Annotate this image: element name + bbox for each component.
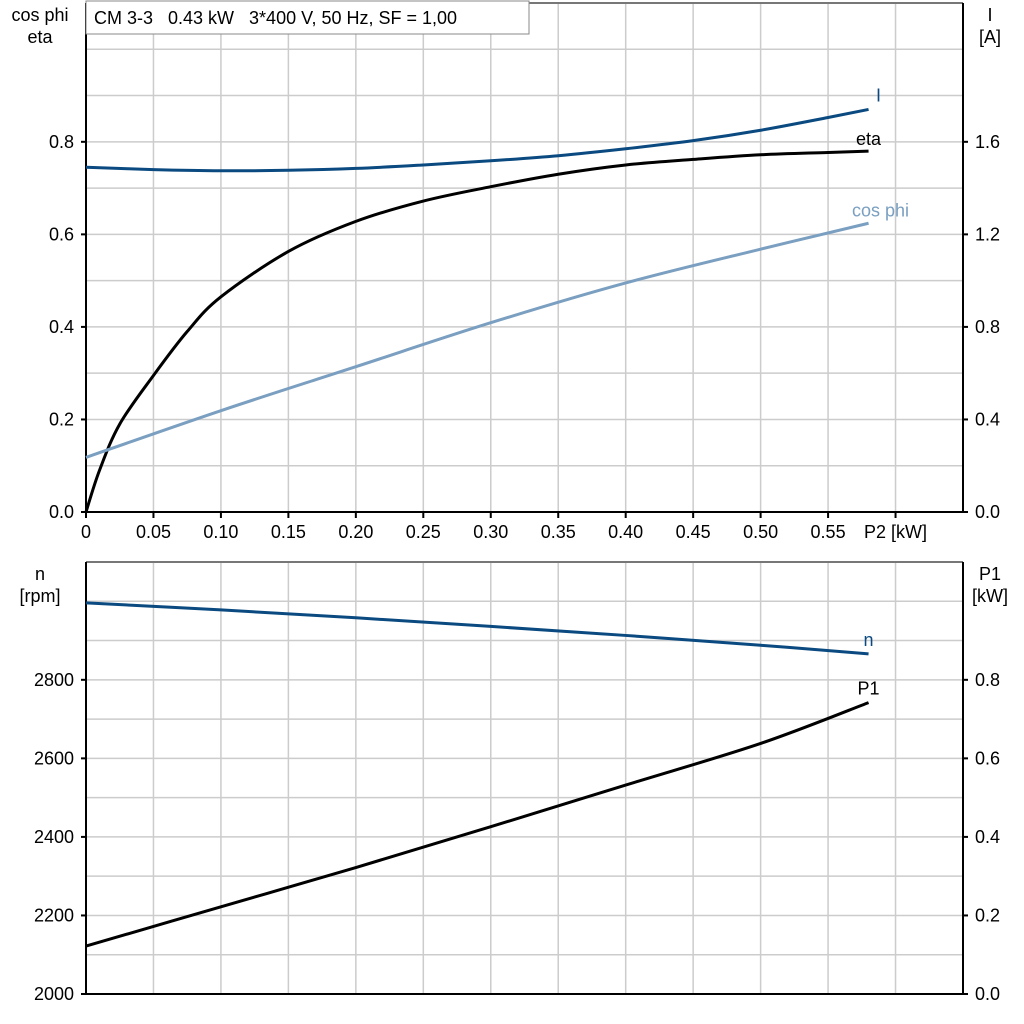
legend-box-text: CM 3-3 0.43 kW 3*400 V, 50 Hz, SF = 1,00 bbox=[94, 8, 457, 28]
y-left-tick-label: 2400 bbox=[34, 827, 74, 847]
legend-box-frame bbox=[85, 0, 530, 35]
y-right-tick-label: 0.6 bbox=[975, 748, 1000, 768]
legend-box: CM 3-3 0.43 kW 3*400 V, 50 Hz, SF = 1,00 bbox=[85, 0, 530, 35]
x-axis-label: P2 [kW] bbox=[864, 522, 927, 542]
y-left-tick-label: 0.2 bbox=[49, 409, 74, 429]
y-right-axis-label: P1 bbox=[979, 564, 1001, 584]
y-right-axis-label: I bbox=[987, 5, 992, 25]
y-right-axis-label: [A] bbox=[979, 27, 1001, 47]
y-right-tick-label: 0.4 bbox=[975, 409, 1000, 429]
series-line-n bbox=[85, 601, 869, 656]
y-left-axis-label: eta bbox=[27, 27, 53, 47]
series-label-I: I bbox=[876, 85, 881, 105]
x-tick-label: 0.40 bbox=[608, 522, 643, 542]
y-right-tick-label: 0.0 bbox=[975, 502, 1000, 522]
y-left-axis-label: [rpm] bbox=[19, 586, 60, 606]
x-tick-label: 0.25 bbox=[406, 522, 441, 542]
y-right-tick-label: 0.2 bbox=[975, 905, 1000, 925]
y-left-tick-label: 0.4 bbox=[49, 317, 74, 337]
x-tick-label: 0.15 bbox=[271, 522, 306, 542]
y-left-tick-label: 2800 bbox=[34, 670, 74, 690]
y-right-tick-label: 0.4 bbox=[975, 827, 1000, 847]
x-tick-label: 0.35 bbox=[541, 522, 576, 542]
y-left-tick-label: 2600 bbox=[34, 748, 74, 768]
y-left-axis-label: cos phi bbox=[11, 5, 68, 25]
y-right-tick-label: 0.0 bbox=[975, 984, 1000, 1004]
y-right-axis-label: [kW] bbox=[972, 586, 1008, 606]
y-left-tick-label: 2200 bbox=[34, 905, 74, 925]
x-tick-label: 0.30 bbox=[473, 522, 508, 542]
series-line-cos-phi bbox=[85, 221, 869, 459]
series-line-I bbox=[85, 107, 869, 173]
y-right-tick-label: 0.8 bbox=[975, 317, 1000, 337]
x-tick-label: 0.55 bbox=[811, 522, 846, 542]
x-tick-label: 0.50 bbox=[743, 522, 778, 542]
y-left-tick-label: 0.8 bbox=[49, 132, 74, 152]
x-tick-label: 0.20 bbox=[338, 522, 373, 542]
chart-2: 200022002400260028000.00.20.40.60.8n[rpm… bbox=[19, 561, 1008, 1004]
y-right-tick-label: 0.8 bbox=[975, 670, 1000, 690]
series-label-eta: eta bbox=[856, 129, 882, 149]
x-tick-label: 0.05 bbox=[136, 522, 171, 542]
series-line-eta bbox=[84, 149, 869, 513]
y-right-tick-label: 1.6 bbox=[975, 132, 1000, 152]
y-left-tick-label: 0.6 bbox=[49, 224, 74, 244]
x-tick-label: 0 bbox=[81, 522, 91, 542]
x-tick-label: 0.45 bbox=[676, 522, 711, 542]
y-left-tick-label: 2000 bbox=[34, 984, 74, 1004]
series-label-P1: P1 bbox=[858, 679, 880, 699]
y-left-tick-label: 0.0 bbox=[49, 502, 74, 522]
x-tick-label: 0.10 bbox=[203, 522, 238, 542]
series-label-n: n bbox=[864, 630, 874, 650]
y-right-tick-label: 1.2 bbox=[975, 224, 1000, 244]
series-line-P1 bbox=[85, 701, 870, 948]
y-left-axis-label: n bbox=[35, 564, 45, 584]
series-label-cos-phi: cos phi bbox=[852, 200, 909, 220]
